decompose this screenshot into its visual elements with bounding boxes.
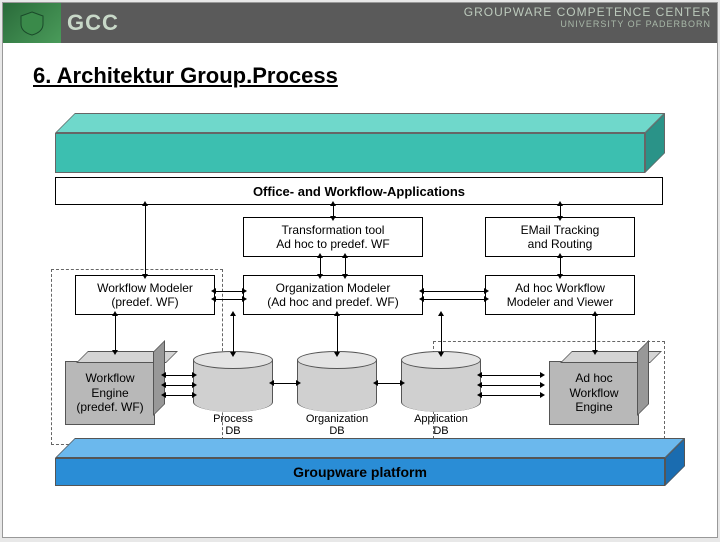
- arrow: [165, 395, 193, 396]
- workflow-engine-3d: Workflow Engine (predef. WF): [65, 361, 155, 425]
- trans-tool-l2: Ad hoc to predef. WF: [276, 237, 389, 251]
- arrow: [115, 315, 116, 351]
- arrow: [165, 385, 193, 386]
- shield-icon: [17, 10, 47, 36]
- brand-line2: UNIVERSITY OF PADERBORN: [464, 19, 711, 29]
- arrow: [481, 385, 541, 386]
- logo-badge: [3, 3, 61, 43]
- email-l2: and Routing: [528, 237, 593, 251]
- email-l1: EMail Tracking: [521, 223, 600, 237]
- arrow: [165, 375, 193, 376]
- email-tracking-box: EMail Tracking and Routing: [485, 217, 635, 257]
- wfeng-l3: (predef. WF): [76, 400, 143, 414]
- arrow: [377, 383, 401, 384]
- arrow: [423, 299, 485, 300]
- bottom-platform: Groupware platform: [55, 438, 691, 513]
- orgmod-l2: (Ad hoc and predef. WF): [267, 295, 398, 309]
- orgmod-l1: Organization Modeler: [276, 281, 391, 295]
- arrow: [595, 315, 596, 351]
- org-l1: Organization: [306, 413, 368, 425]
- arrow: [333, 205, 334, 217]
- application-db-cylinder: Application DB: [401, 351, 481, 413]
- org-l2: DB: [329, 425, 344, 437]
- header-bar: GCC GROUPWARE COMPETENCE CENTER UNIVERSI…: [3, 3, 717, 43]
- architecture-diagram: Office- and Workflow-Applications Transf…: [55, 113, 691, 513]
- arrow: [481, 375, 541, 376]
- brand-line1: GROUPWARE COMPETENCE CENTER: [464, 5, 711, 19]
- arrow: [441, 315, 442, 353]
- arrow: [215, 291, 243, 292]
- groupware-label: Groupware platform: [55, 458, 665, 486]
- arrow: [560, 205, 561, 217]
- adhocmod-l2: Modeler and Viewer: [507, 295, 614, 309]
- organization-db-cylinder: Organization DB: [297, 351, 377, 413]
- transformation-tool-box: Transformation tool Ad hoc to predef. WF: [243, 217, 423, 257]
- adhoceng-l2: Workflow: [569, 386, 618, 400]
- arrow: [345, 257, 346, 275]
- proc-l2: DB: [225, 425, 240, 437]
- adhoceng-l1: Ad hoc: [575, 371, 612, 385]
- proc-l1: Process: [213, 413, 253, 425]
- slide: GCC GROUPWARE COMPETENCE CENTER UNIVERSI…: [2, 2, 718, 538]
- adhocmod-l1: Ad hoc Workflow: [515, 281, 605, 295]
- trans-tool-l1: Transformation tool: [282, 223, 385, 237]
- arrow: [320, 257, 321, 275]
- wfeng-l2: Engine: [91, 386, 128, 400]
- wfeng-l1: Workflow: [85, 371, 134, 385]
- top-platform: [55, 113, 665, 173]
- arrow: [215, 299, 243, 300]
- organization-modeler-box: Organization Modeler (Ad hoc and predef.…: [243, 275, 423, 315]
- app-l1: Application: [414, 413, 468, 425]
- arrow: [273, 383, 297, 384]
- arrow: [337, 315, 338, 353]
- header-right: GROUPWARE COMPETENCE CENTER UNIVERSITY O…: [464, 5, 711, 29]
- arrow: [145, 205, 146, 275]
- adhoc-modeler-box: Ad hoc Workflow Modeler and Viewer: [485, 275, 635, 315]
- arrow: [560, 257, 561, 275]
- arrow: [233, 315, 234, 353]
- page-title: 6. Architektur Group.Process: [33, 63, 338, 89]
- app-l2: DB: [433, 425, 448, 437]
- adhoceng-l3: Engine: [575, 400, 612, 414]
- logo-text: GCC: [67, 10, 119, 36]
- process-db-cylinder: Process DB: [193, 351, 273, 413]
- arrow: [423, 291, 485, 292]
- arrow: [481, 395, 541, 396]
- adhoc-engine-3d: Ad hoc Workflow Engine: [549, 361, 639, 425]
